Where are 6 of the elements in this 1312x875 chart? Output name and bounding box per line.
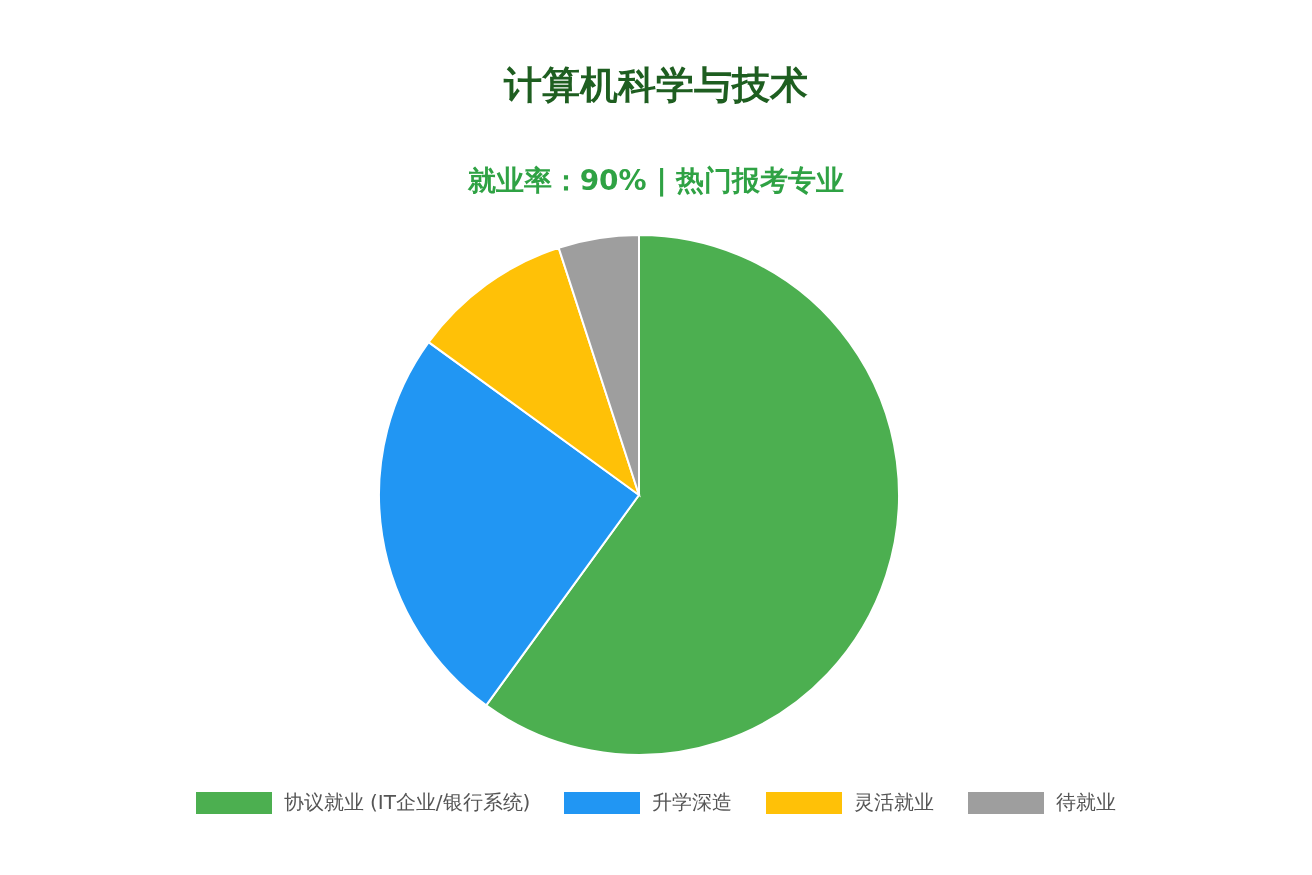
legend-label: 待就业 <box>1056 789 1117 816</box>
chart-title: 计算机科学与技术 <box>502 62 809 109</box>
legend-label: 升学深造 <box>652 789 733 816</box>
chart-subtitle: 就业率：90% | 热门报考专业 <box>466 163 846 199</box>
legend-label: 协议就业 (IT企业/银行系统) <box>283 789 531 816</box>
legend-label: 灵活就业 <box>854 789 935 816</box>
